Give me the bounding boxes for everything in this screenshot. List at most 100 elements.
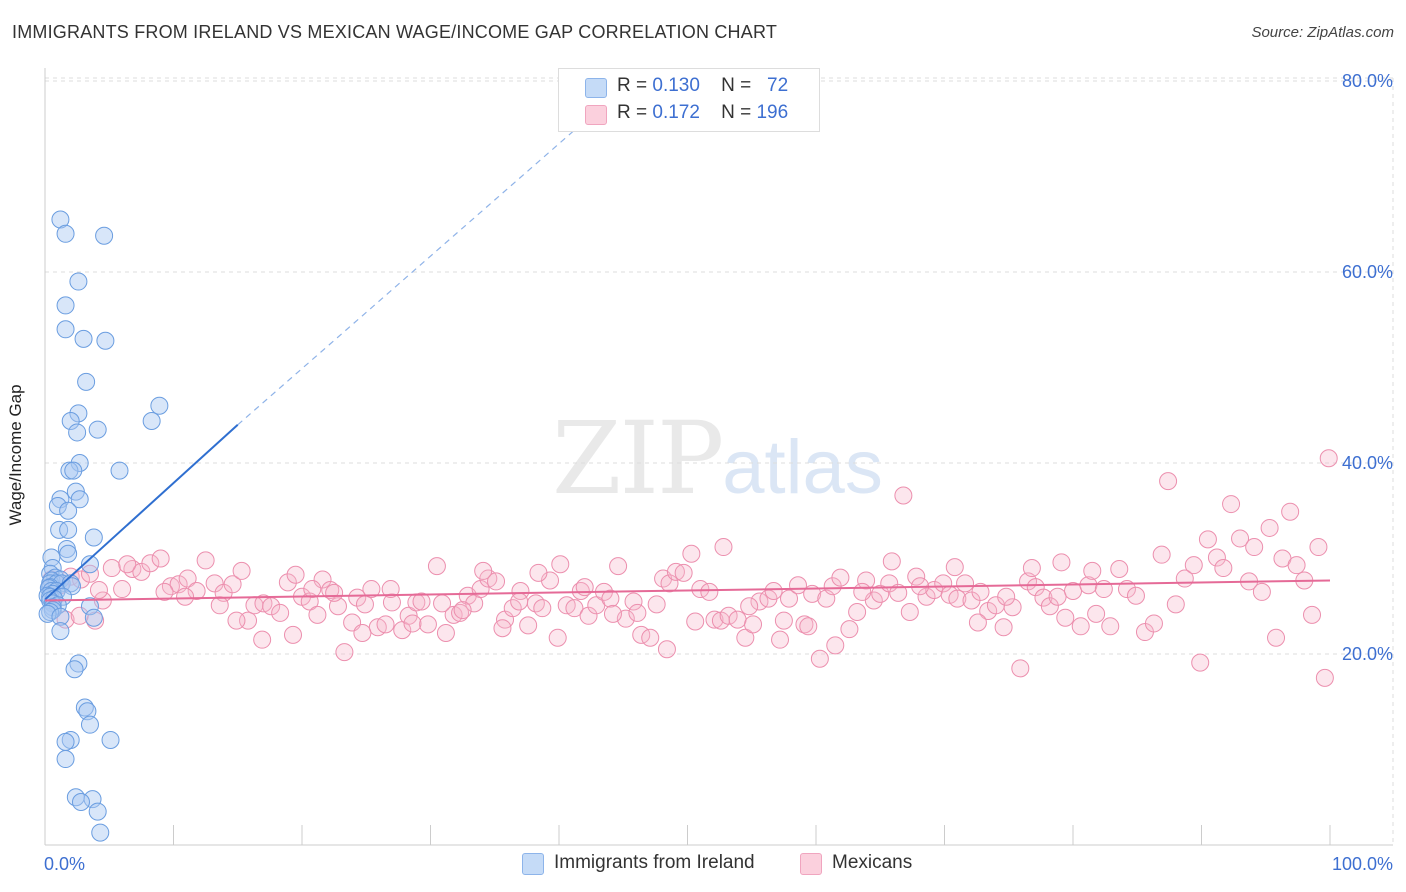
data-point-ireland: [77, 372, 96, 391]
data-point-ireland: [56, 732, 75, 751]
legend-swatch-mexicans: [800, 853, 822, 875]
data-point-mexicans: [1144, 614, 1163, 633]
y-tick-label: 40.0%: [1342, 453, 1393, 473]
ireland-points: [38, 210, 169, 842]
data-point-mexicans: [1056, 608, 1075, 627]
data-point-mexicans: [80, 564, 99, 583]
data-point-mexicans: [848, 602, 867, 621]
data-point-mexicans: [1231, 529, 1250, 548]
data-point-mexicans: [176, 587, 195, 606]
data-point-ireland: [65, 660, 84, 679]
data-point-mexicans: [1260, 518, 1279, 537]
legend-label-ireland: Immigrants from Ireland: [554, 852, 755, 873]
data-point-mexicans: [1281, 502, 1300, 521]
data-point-mexicans: [826, 636, 845, 655]
data-point-ireland: [78, 702, 97, 721]
data-point-mexicans: [601, 589, 620, 608]
data-point-mexicans: [774, 611, 793, 630]
data-point-mexicans: [948, 589, 967, 608]
data-point-ireland: [80, 555, 99, 574]
data-point-ireland: [70, 490, 89, 509]
data-point-mexicans: [451, 603, 470, 622]
data-point-mexicans: [1083, 561, 1102, 580]
data-point-ireland: [41, 602, 60, 621]
data-point-mexicans: [178, 569, 197, 588]
legend-swatch-ireland: [522, 853, 544, 875]
watermark-zip: ZIP: [552, 400, 724, 517]
data-point-ireland: [64, 461, 83, 480]
data-point-mexicans: [328, 597, 347, 616]
data-point-mexicans: [155, 582, 174, 601]
data-point-mexicans: [503, 599, 522, 618]
data-point-mexicans: [744, 615, 763, 634]
data-point-mexicans: [548, 628, 567, 647]
y-tick-label: 80.0%: [1342, 71, 1393, 91]
data-point-mexicans: [609, 557, 628, 576]
data-point-mexicans: [1245, 538, 1264, 557]
data-point-mexicans: [1184, 556, 1203, 575]
data-point-mexicans: [353, 623, 372, 642]
legend-r-label: R =: [617, 102, 648, 123]
data-point-ireland: [60, 461, 79, 480]
data-point-mexicans: [335, 643, 354, 662]
data-point-ireland: [68, 423, 87, 442]
legend-r-label: R =: [617, 75, 648, 96]
trend-line-ireland-extension: [237, 75, 637, 426]
data-point-ireland: [88, 420, 107, 439]
data-point-mexicans: [382, 593, 401, 612]
legend-label-mexicans: Mexicans: [832, 852, 913, 873]
data-point-mexicans: [151, 549, 170, 568]
data-point-mexicans: [666, 562, 685, 581]
legend-swatch-ireland: [585, 78, 607, 98]
data-point-ireland: [84, 528, 103, 547]
data-point-mexicans: [1315, 668, 1334, 687]
data-point-mexicans: [519, 616, 538, 635]
data-point-mexicans: [433, 594, 452, 613]
data-point-mexicans: [579, 606, 598, 625]
tick-labels: 20.0% 40.0% 60.0% 80.0% 0.0% 100.0%: [44, 71, 1393, 874]
data-point-ireland: [150, 396, 169, 415]
data-point-mexicans: [1110, 560, 1129, 579]
data-point-mexicans: [253, 630, 272, 649]
data-point-mexicans: [1166, 595, 1185, 614]
data-point-mexicans: [917, 587, 936, 606]
data-point-ireland: [70, 454, 89, 472]
data-point-mexicans: [674, 563, 693, 582]
data-point-mexicans: [436, 623, 455, 642]
data-point-mexicans: [736, 628, 755, 647]
data-point-ireland: [61, 411, 80, 430]
data-point-mexicans: [1252, 582, 1271, 601]
data-point-mexicans: [565, 599, 584, 618]
data-point-mexicans: [907, 567, 926, 586]
data-point-mexicans: [223, 575, 242, 594]
legend-swatch-mexicans: [585, 105, 607, 125]
data-point-mexicans: [303, 580, 322, 599]
data-point-ireland: [71, 793, 90, 812]
data-point-ireland: [51, 607, 70, 626]
chart-title: IMMIGRANTS FROM IRELAND VS MEXICAN WAGE/…: [12, 22, 778, 42]
trend-line-ireland: [44, 424, 239, 601]
data-point-mexicans: [719, 606, 738, 625]
data-point-mexicans: [1003, 598, 1022, 617]
data-point-mexicans: [934, 574, 953, 593]
data-point-mexicans: [71, 570, 90, 589]
data-point-mexicans: [624, 592, 643, 611]
data-point-mexicans: [210, 596, 229, 615]
correlation-legend: R = 0.130 N = 72 R = 0.172 N = 196: [558, 68, 820, 132]
data-point-mexicans: [641, 628, 660, 647]
data-point-mexicans: [1101, 617, 1120, 636]
data-point-mexicans: [657, 640, 676, 659]
data-point-mexicans: [453, 601, 472, 620]
data-point-mexicans: [205, 574, 224, 593]
data-point-mexicans: [1011, 659, 1030, 678]
data-point-mexicans: [780, 589, 799, 608]
data-point-mexicans: [764, 581, 783, 600]
data-point-mexicans: [308, 605, 327, 624]
data-point-ireland: [59, 544, 78, 563]
data-point-mexicans: [799, 617, 818, 636]
data-point-ireland: [69, 272, 88, 291]
data-point-mexicans: [882, 552, 901, 571]
data-point-mexicans: [355, 595, 374, 614]
data-point-mexicans: [232, 561, 251, 580]
data-point-mexicans: [403, 614, 422, 633]
